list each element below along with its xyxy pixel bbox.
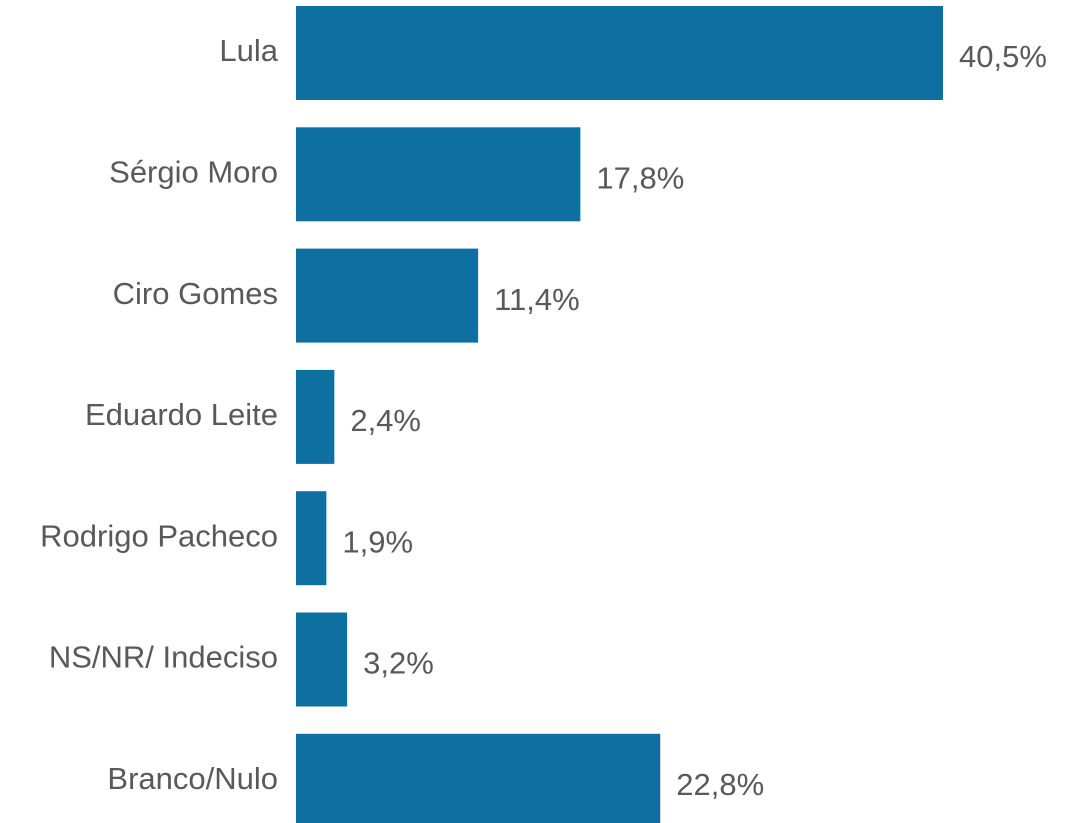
- bar: [296, 248, 479, 343]
- value-label: 22,8%: [676, 767, 764, 802]
- bar: [296, 369, 335, 464]
- category-label: Lula: [219, 33, 278, 68]
- category-label: Eduardo Leite: [85, 397, 278, 432]
- bar: [296, 127, 581, 222]
- category-label: NS/NR/ Indeciso: [49, 640, 278, 675]
- category-label: Rodrigo Pacheco: [40, 518, 278, 553]
- value-label: 40,5%: [959, 39, 1047, 74]
- category-label: Ciro Gomes: [113, 276, 278, 311]
- value-label: 11,4%: [494, 282, 580, 317]
- value-label: 3,2%: [363, 646, 434, 681]
- bar: [296, 733, 661, 823]
- value-label: 17,8%: [596, 160, 684, 195]
- value-label: 2,4%: [350, 403, 421, 438]
- category-label: Sérgio Moro: [109, 154, 278, 189]
- category-label: Branco/Nulo: [107, 761, 278, 796]
- bar: [296, 491, 327, 586]
- bar: [296, 6, 943, 100]
- value-label: 1,9%: [342, 524, 413, 559]
- bar: [296, 612, 348, 707]
